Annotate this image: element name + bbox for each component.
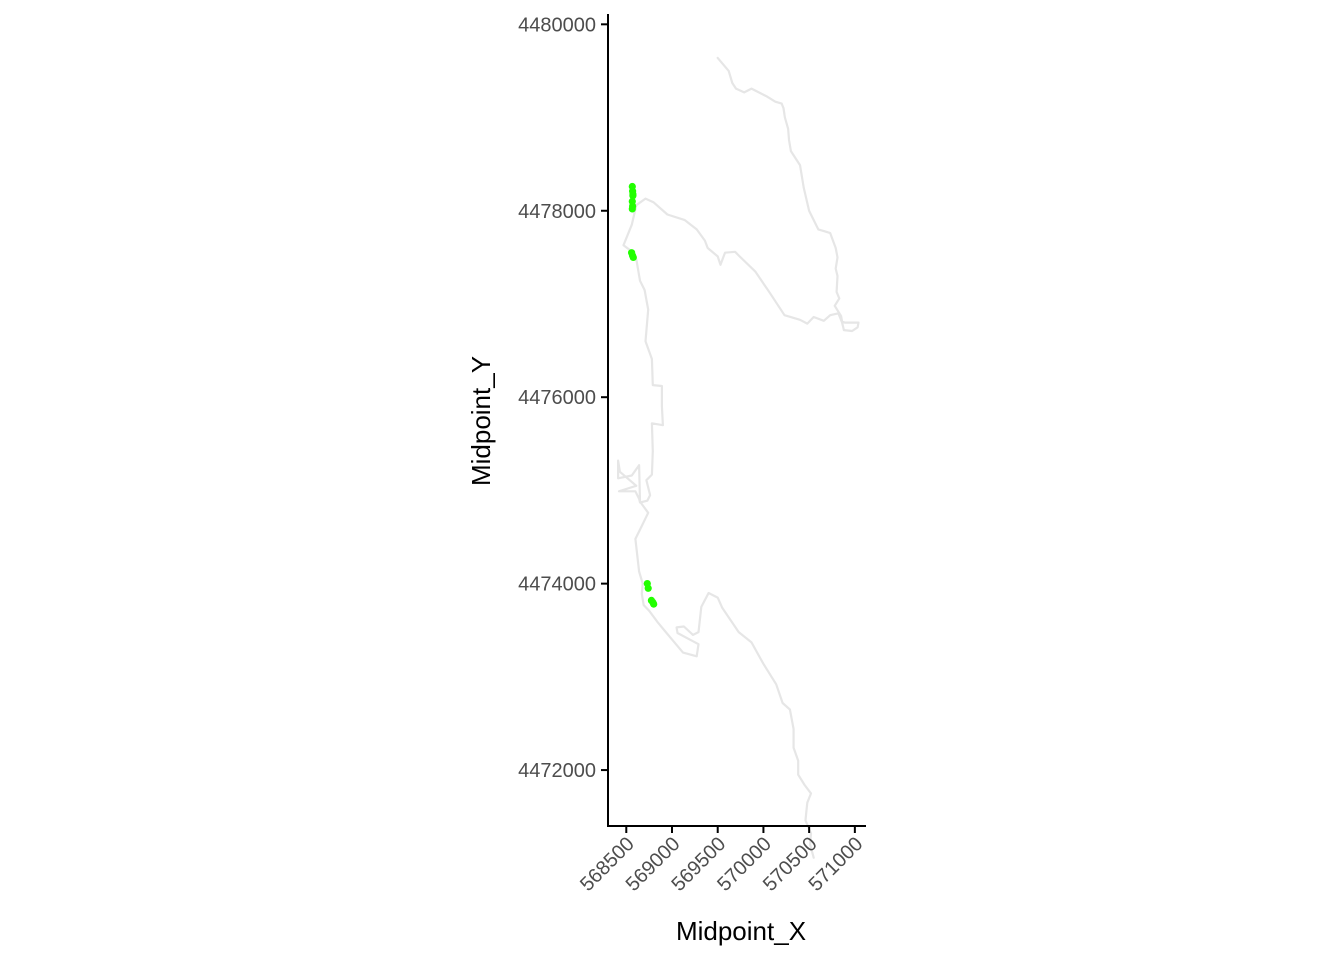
data-point xyxy=(649,598,657,606)
data-point xyxy=(628,205,636,213)
data-point xyxy=(629,253,637,261)
coastline-outline xyxy=(617,56,860,859)
coastline-outline-layer xyxy=(617,56,860,859)
y-tick-label: 4472000 xyxy=(518,760,596,782)
y-tick-label: 4478000 xyxy=(518,201,596,223)
x-axis-title: Midpoint_X xyxy=(676,916,806,946)
ticks-layer: 5685005690005695005700005705005710004472… xyxy=(518,14,867,895)
y-tick-label: 4474000 xyxy=(518,574,596,596)
y-tick-label: 4480000 xyxy=(518,14,596,36)
y-tick-label: 4476000 xyxy=(518,387,596,409)
y-axis-title: Midpoint_Y xyxy=(466,356,496,486)
data-points-layer xyxy=(628,182,658,608)
data-point xyxy=(644,584,652,592)
axes-layer xyxy=(607,14,866,827)
data-point xyxy=(629,190,637,198)
